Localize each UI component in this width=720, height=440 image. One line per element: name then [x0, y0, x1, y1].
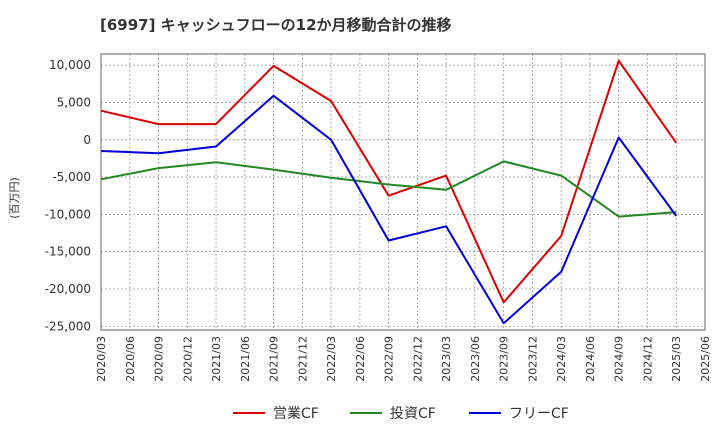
x-tick-label: 2022/12 — [411, 336, 424, 382]
legend-label-2: フリーCF — [509, 406, 569, 422]
x-tick-label: 2021/03 — [210, 336, 223, 382]
legend-label-0: 営業CF — [273, 406, 319, 422]
y-tick-label: -10,000 — [45, 207, 91, 221]
series-line-1 — [100, 160, 677, 218]
x-tick-label: 2021/06 — [239, 336, 252, 382]
x-tick-label: 2024/12 — [641, 336, 654, 382]
y-tick-label: 10,000 — [49, 58, 91, 72]
series-line-0 — [100, 59, 678, 304]
x-tick-label: 2021/09 — [268, 336, 281, 382]
x-tick-label: 2024/09 — [613, 336, 626, 382]
plot-frame — [100, 53, 706, 331]
y-tick-label: -5,000 — [52, 170, 91, 184]
series-layer — [100, 59, 678, 325]
grid-layer — [100, 54, 706, 330]
x-tick-label: 2023/12 — [526, 336, 539, 382]
x-tick-label: 2020/03 — [95, 336, 108, 382]
series-line-2 — [100, 94, 678, 325]
x-tick-label: 2020/06 — [124, 336, 137, 382]
legend: 営業CF 投資CF フリーCF — [233, 406, 569, 422]
x-tick-label: 2024/03 — [555, 336, 568, 382]
x-tick-label: 2025/03 — [670, 336, 683, 382]
x-tick-label: 2022/06 — [354, 336, 367, 382]
y-axis-label: (百万円) — [8, 177, 21, 219]
x-tick-label: 2024/06 — [584, 336, 597, 382]
x-tick-label: 2021/12 — [296, 336, 309, 382]
x-axis-ticks: 2020/03 2020/06 2020/09 2020/12 2021/03 2021/… — [95, 336, 712, 382]
x-tick-label: 2020/09 — [153, 336, 166, 382]
y-tick-label: -15,000 — [45, 245, 91, 259]
y-axis-ticks: 10,000 5,000 0 -5,000 -10,000 -15,000 -20,000 -… — [45, 58, 91, 333]
y-tick-label: -20,000 — [45, 282, 91, 296]
x-tick-label: 2023/09 — [498, 336, 511, 382]
x-tick-label: 2023/06 — [469, 336, 482, 382]
x-tick-label: 2020/12 — [181, 336, 194, 382]
x-tick-label: 2023/03 — [440, 336, 453, 382]
x-tick-label: 2025/06 — [699, 336, 712, 382]
x-tick-label: 2022/03 — [325, 336, 338, 382]
chart-title: [6997] キャッシュフローの12か月移動合計の推移 — [100, 16, 452, 34]
legend-label-1: 投資CF — [390, 406, 436, 422]
y-tick-label: -25,000 — [45, 319, 91, 333]
y-tick-label: 5,000 — [57, 95, 91, 109]
y-tick-label: 0 — [83, 133, 91, 147]
x-tick-label: 2022/09 — [383, 336, 396, 382]
